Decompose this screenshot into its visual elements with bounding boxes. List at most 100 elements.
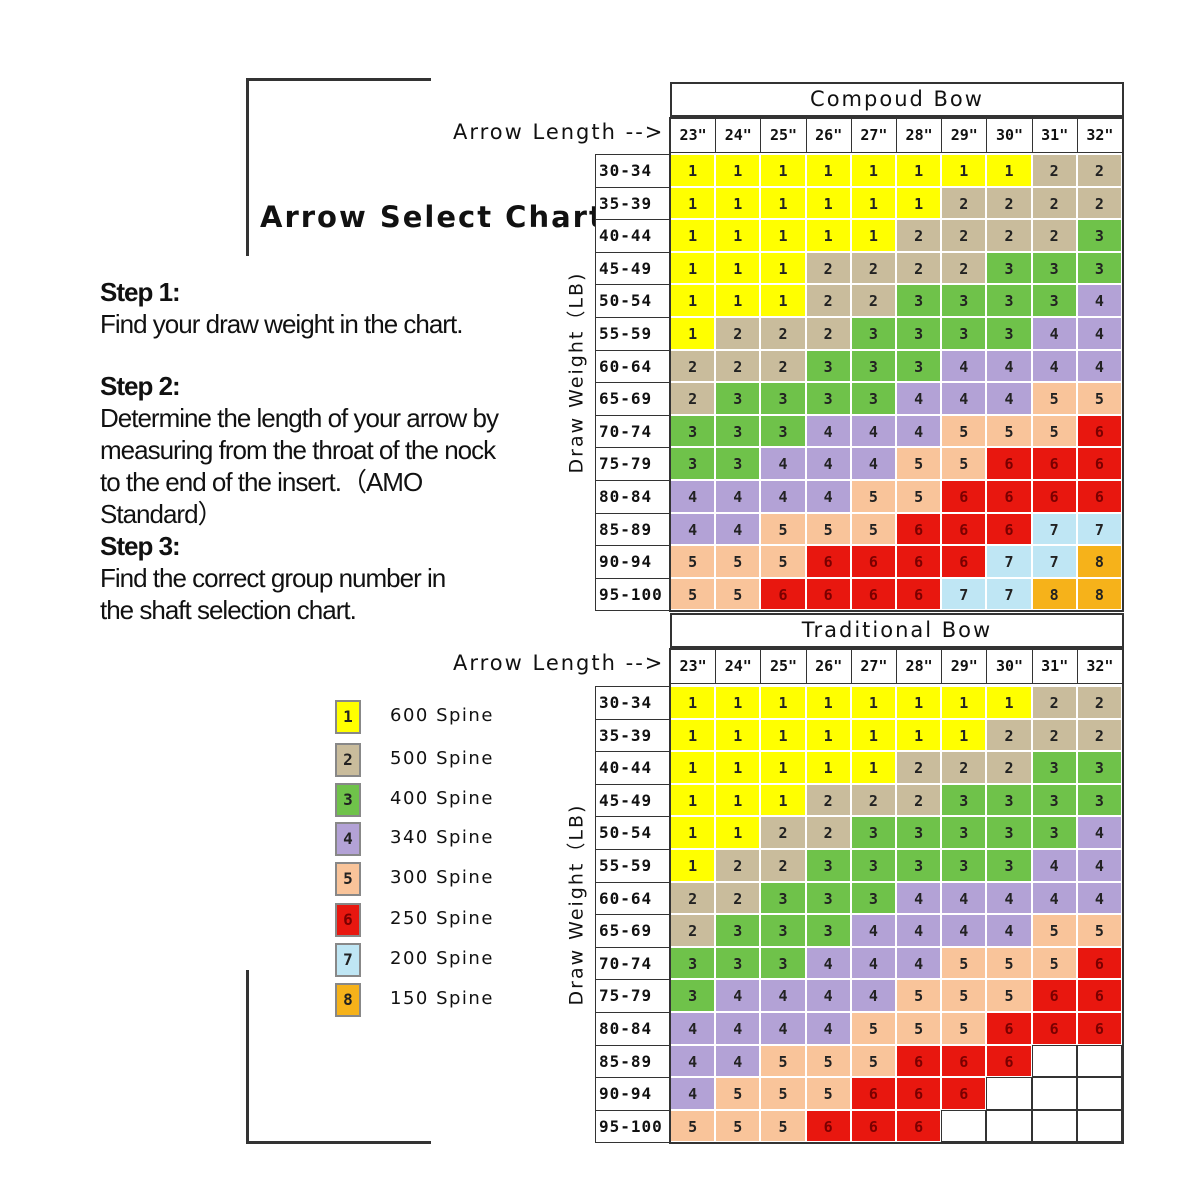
spine-group-cell: 4: [850, 946, 896, 980]
legend-label: 150 Spine: [390, 988, 494, 1009]
spine-group-cell: 8: [1076, 577, 1122, 611]
spine-group-cell: 2: [941, 186, 987, 220]
spine-group-cell: 3: [941, 284, 987, 317]
spine-group-cell: 4: [715, 1044, 761, 1078]
draw-weight-label: 45-49: [595, 251, 670, 286]
spine-group-cell: 6: [941, 1077, 987, 1110]
spine-group-cell: 5: [760, 545, 806, 578]
spine-group-cell: 6: [805, 1109, 851, 1143]
spine-group-cell: 7: [1076, 512, 1122, 546]
legend-swatch: 6: [335, 903, 361, 937]
spine-group-cell: 5: [941, 946, 987, 980]
spine-group-cell: 3: [1031, 783, 1077, 817]
spine-group-cell: 2: [896, 751, 942, 784]
spine-group-cell: 1: [715, 751, 761, 784]
spine-group-cell: 6: [941, 512, 987, 546]
spine-group-cell: 6: [805, 577, 851, 611]
arrow-length-header: 23": [670, 117, 717, 153]
spine-group-cell: 5: [941, 979, 987, 1012]
spine-group-cell: 4: [1076, 284, 1122, 317]
spine-group-cell: 1: [850, 751, 896, 784]
spine-group-cell: 6: [896, 577, 942, 611]
arrow-length-header: 30": [986, 117, 1033, 153]
spine-group-cell: 4: [896, 881, 942, 915]
spine-group-cell: 1: [850, 154, 896, 187]
spine-group-cell: 5: [896, 1012, 942, 1045]
spine-group-cell: 1: [760, 251, 806, 285]
spine-group-cell: 5: [1076, 914, 1122, 947]
legend-swatch: 7: [335, 943, 361, 977]
spine-group-cell: 6: [941, 480, 987, 513]
spine-group-cell: 2: [805, 816, 851, 849]
chart-title: Arrow Select Chart: [260, 200, 605, 234]
draw-weight-label: 80-84: [595, 480, 670, 514]
spine-group-cell: 6: [1031, 1012, 1077, 1045]
spine-group-cell: 5: [941, 1012, 987, 1045]
spine-group-cell: 1: [896, 686, 942, 719]
spine-group-cell: 1: [805, 751, 851, 784]
step-3-text: Find the correct group number in the sha…: [100, 563, 446, 625]
spine-group-cell: 3: [805, 382, 851, 415]
spine-group-cell: 2: [1031, 186, 1077, 220]
spine-group-cell: 1: [941, 154, 987, 187]
spine-group-cell: 7: [941, 577, 987, 611]
spine-group-cell: 2: [715, 317, 761, 350]
spine-group-cell: 2: [896, 783, 942, 817]
spine-group-cell: 1: [715, 186, 761, 220]
spine-group-cell: 4: [1031, 349, 1077, 383]
spine-group-cell: 2: [670, 382, 716, 415]
spine-group-cell: 3: [805, 349, 851, 383]
draw-weight-label: 65-69: [595, 382, 670, 416]
spine-group-cell: 1: [941, 686, 987, 719]
spine-group-cell: 7: [1031, 545, 1077, 578]
spine-group-cell: 2: [986, 219, 1032, 252]
step-2-heading: Step 2:: [100, 371, 181, 401]
spine-group-cell: [1076, 1109, 1122, 1143]
spine-group-cell: 5: [760, 512, 806, 546]
draw-weight-axis-label: Draw Weight（LB): [565, 803, 588, 1006]
spine-group-cell: 3: [896, 349, 942, 383]
spine-group-cell: 4: [670, 1044, 716, 1078]
step-2: Step 2: Determine the length of your arr…: [100, 370, 520, 530]
spine-group-cell: 8: [1031, 577, 1077, 611]
spine-group-cell: 3: [805, 849, 851, 882]
spine-group-cell: 1: [670, 686, 716, 719]
spine-group-cell: 6: [986, 480, 1032, 513]
spine-group-cell: 6: [1076, 946, 1122, 980]
spine-group-cell: 4: [941, 881, 987, 915]
spine-group-cell: 1: [760, 718, 806, 752]
spine-group-cell: 3: [715, 946, 761, 980]
spine-group-cell: 1: [715, 251, 761, 285]
spine-group-cell: 3: [715, 414, 761, 448]
spine-group-cell: 1: [850, 718, 896, 752]
spine-group-cell: 3: [1031, 284, 1077, 317]
spine-group-cell: 1: [715, 284, 761, 317]
spine-group-cell: 6: [1031, 480, 1077, 513]
spine-group-cell: 6: [986, 512, 1032, 546]
spine-group-cell: 1: [805, 686, 851, 719]
spine-group-cell: 2: [896, 251, 942, 285]
spine-group-cell: [1031, 1109, 1077, 1143]
draw-weight-label: 30-34: [595, 154, 670, 188]
spine-group-cell: 2: [670, 349, 716, 383]
spine-group-cell: 6: [1031, 447, 1077, 480]
spine-group-cell: 4: [850, 447, 896, 480]
spine-group-cell: 6: [1031, 979, 1077, 1012]
draw-weight-label: 70-74: [595, 946, 670, 981]
spine-group-cell: 2: [941, 219, 987, 252]
spine-group-cell: 6: [805, 545, 851, 578]
spine-group-cell: 8: [1076, 545, 1122, 578]
spine-group-cell: 3: [896, 284, 942, 317]
spine-group-cell: 1: [805, 186, 851, 220]
spine-group-cell: 6: [1076, 447, 1122, 480]
spine-group-cell: 2: [1031, 154, 1077, 187]
spine-group-cell: 6: [850, 1109, 896, 1143]
legend-label: 300 Spine: [390, 867, 494, 888]
spine-group-cell: 1: [670, 751, 716, 784]
spine-group-cell: 2: [805, 783, 851, 817]
arrow-length-label: Arrow Length -->: [453, 651, 665, 675]
spine-group-cell: 4: [715, 979, 761, 1012]
spine-group-cell: 4: [1076, 349, 1122, 383]
arrow-length-header: 32": [1076, 117, 1123, 153]
spine-group-cell: 4: [670, 480, 716, 513]
